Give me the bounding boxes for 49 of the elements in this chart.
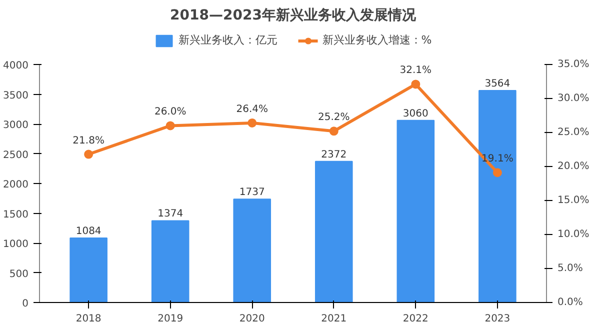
point [329, 126, 338, 136]
y-tick-label: 0 [22, 298, 29, 310]
data-label: 26.0% [154, 106, 186, 118]
y2-tick-label: 35.0% [558, 59, 590, 70]
legend-label: 新兴业务收入增速：% [322, 32, 432, 48]
x-tick-label: 2018 [76, 314, 102, 324]
y-tick-label: 1500 [3, 209, 29, 220]
data-label: 3564 [484, 78, 510, 90]
data-label: 25.2% [318, 112, 350, 124]
bar [396, 120, 435, 302]
y-tick-label: 3000 [3, 120, 29, 131]
data-label: 1737 [239, 187, 265, 198]
bar [314, 160, 353, 302]
point [411, 80, 420, 89]
chart-title: 2018—2023年新兴业务收入发展情况 [170, 6, 417, 24]
y-tick-label: 3500 [3, 90, 29, 102]
y2-tick-label: 30.0% [558, 93, 590, 104]
x-tick-label: 2023 [484, 314, 510, 324]
x-tick-label: 2021 [321, 314, 347, 324]
y-tick-label: 1000 [3, 239, 29, 250]
y2-tick-label: 5.0% [558, 263, 583, 274]
point [248, 118, 257, 128]
data-label: 21.8% [72, 135, 104, 146]
y-tick-label: 500 [9, 268, 29, 280]
y-tick-label: 2500 [3, 150, 29, 161]
point [492, 168, 502, 178]
point [166, 121, 175, 130]
bar [233, 198, 272, 302]
x-tick-label: 2022 [402, 314, 428, 324]
x-tick-label: 2020 [239, 314, 265, 324]
data-label: 2372 [321, 149, 347, 160]
data-label: 32.1% [400, 65, 432, 76]
bar [151, 220, 190, 302]
y2-tick-label: 0.0% [558, 297, 583, 308]
data-label: 1084 [76, 226, 102, 237]
data-label: 1374 [158, 208, 184, 220]
legend-label: 新兴业务收入：亿元 [178, 32, 278, 48]
data-label: 26.4% [236, 104, 268, 115]
y2-tick-label: 20.0% [558, 161, 590, 172]
y-tick-label: 4000 [3, 60, 29, 72]
data-label: 3060 [402, 108, 428, 120]
point [84, 150, 94, 159]
y2-tick-label: 15.0% [558, 195, 590, 206]
bar [70, 238, 108, 302]
y2-tick-label: 10.0% [558, 229, 590, 240]
y2-tick-label: 25.0% [558, 127, 590, 138]
x-tick-label: 2019 [158, 314, 184, 324]
y-tick-label: 2000 [3, 180, 29, 190]
bar [478, 90, 516, 302]
